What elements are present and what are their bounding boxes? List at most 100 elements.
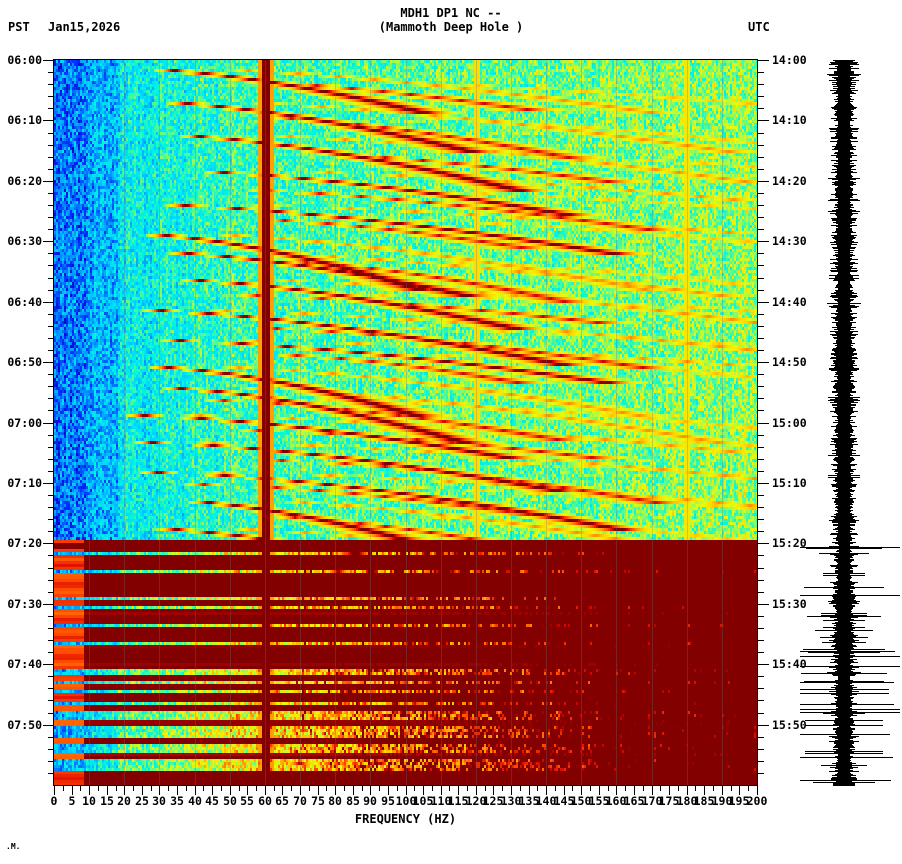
y-tick-minor-left <box>48 278 54 279</box>
x-tick-major <box>265 786 266 795</box>
x-axis-label: 160 <box>605 794 627 808</box>
x-axis-label: 0 <box>50 794 58 808</box>
y-tick-minor-left <box>48 314 54 315</box>
y-tick-minor-left <box>48 773 54 774</box>
y-axis-left-label: 06:40 <box>7 295 42 309</box>
y-tick-minor-right <box>758 616 764 617</box>
seismogram-canvas <box>800 60 900 786</box>
y-tick-major-right <box>758 302 769 303</box>
y-tick-minor-right <box>758 628 764 629</box>
y-tick-minor-right <box>758 568 764 569</box>
y-axis-left-label: 07:30 <box>7 597 42 611</box>
x-tick-major <box>564 786 565 795</box>
x-axis-label: 165 <box>623 794 645 808</box>
y-tick-major-left <box>43 423 54 424</box>
y-tick-minor-left <box>48 253 54 254</box>
y-tick-minor-left <box>48 761 54 762</box>
x-axis-label: 180 <box>676 794 698 808</box>
x-tick-major <box>423 786 424 795</box>
y-tick-minor-right <box>758 229 764 230</box>
y-tick-major-left <box>43 181 54 182</box>
x-axis-label: 30 <box>152 794 166 808</box>
plot-frame-right <box>757 59 758 786</box>
y-tick-minor-right <box>758 169 764 170</box>
x-axis-label: 5 <box>68 794 76 808</box>
x-tick-minor <box>713 786 714 791</box>
x-axis-label: 65 <box>275 794 289 808</box>
x-tick-minor <box>186 786 187 791</box>
y-axis-right-label: 15:50 <box>772 718 807 732</box>
y-tick-major-left <box>43 483 54 484</box>
x-tick-major <box>124 786 125 795</box>
x-axis-label: 20 <box>117 794 131 808</box>
plot-frame-left <box>53 59 54 786</box>
y-tick-minor-left <box>48 519 54 520</box>
y-tick-minor-right <box>758 761 764 762</box>
y-tick-minor-left <box>48 531 54 532</box>
x-axis-label: 190 <box>711 794 733 808</box>
x-tick-minor <box>221 786 222 791</box>
x-axis-label: 50 <box>223 794 237 808</box>
y-tick-minor-right <box>758 338 764 339</box>
y-tick-major-left <box>43 120 54 121</box>
x-tick-minor <box>520 786 521 791</box>
x-tick-minor <box>80 786 81 791</box>
y-tick-major-right <box>758 60 769 61</box>
y-tick-minor-left <box>48 580 54 581</box>
y-tick-minor-right <box>758 96 764 97</box>
x-tick-major <box>669 786 670 795</box>
y-tick-minor-left <box>48 495 54 496</box>
y-tick-minor-right <box>758 749 764 750</box>
y-tick-minor-left <box>48 592 54 593</box>
x-axis-label: 60 <box>258 794 272 808</box>
x-tick-minor <box>449 786 450 791</box>
x-tick-minor <box>256 786 257 791</box>
x-axis-label: 55 <box>240 794 254 808</box>
y-tick-minor-left <box>48 688 54 689</box>
x-axis-label: 100 <box>395 794 417 808</box>
x-tick-minor <box>537 786 538 791</box>
x-tick-minor <box>203 786 204 791</box>
x-tick-minor <box>485 786 486 791</box>
y-tick-minor-right <box>758 205 764 206</box>
x-axis-title: FREQUENCY (HZ) <box>354 812 457 826</box>
y-tick-minor-left <box>48 447 54 448</box>
x-tick-major <box>476 786 477 795</box>
x-axis-label: 25 <box>135 794 149 808</box>
y-tick-minor-left <box>48 145 54 146</box>
x-tick-minor <box>502 786 503 791</box>
x-tick-minor <box>116 786 117 791</box>
x-axis-label: 135 <box>518 794 540 808</box>
x-axis-label: 185 <box>693 794 715 808</box>
y-tick-minor-right <box>758 676 764 677</box>
y-tick-major-left <box>43 664 54 665</box>
y-axis-left-label: 06:00 <box>7 53 42 67</box>
x-tick-major <box>458 786 459 795</box>
x-tick-major <box>704 786 705 795</box>
timezone-label-left: PST <box>8 20 30 34</box>
x-tick-major <box>739 786 740 795</box>
y-axis-right-label: 14:50 <box>772 355 807 369</box>
x-tick-minor <box>555 786 556 791</box>
spectrogram-plot[interactable] <box>54 60 757 785</box>
x-tick-minor <box>467 786 468 791</box>
x-axis-label: 175 <box>658 794 680 808</box>
x-tick-major <box>599 786 600 795</box>
x-tick-minor <box>133 786 134 791</box>
station-name-subtitle: (Mammoth Deep Hole ) <box>378 20 524 34</box>
y-tick-major-right <box>758 543 769 544</box>
y-tick-minor-right <box>758 652 764 653</box>
y-tick-minor-left <box>48 507 54 508</box>
x-axis-label: 70 <box>293 794 307 808</box>
x-tick-major <box>652 786 653 795</box>
y-tick-major-left <box>43 543 54 544</box>
x-axis-label: 200 <box>746 794 768 808</box>
y-axis-left-label: 06:20 <box>7 174 42 188</box>
y-axis-left-label: 06:30 <box>7 234 42 248</box>
x-axis-label: 110 <box>430 794 452 808</box>
y-axis-right-label: 14:00 <box>772 53 807 67</box>
x-axis-label: 195 <box>728 794 750 808</box>
timezone-label-right: UTC <box>748 20 770 34</box>
x-tick-major <box>212 786 213 795</box>
y-tick-minor-right <box>758 531 764 532</box>
